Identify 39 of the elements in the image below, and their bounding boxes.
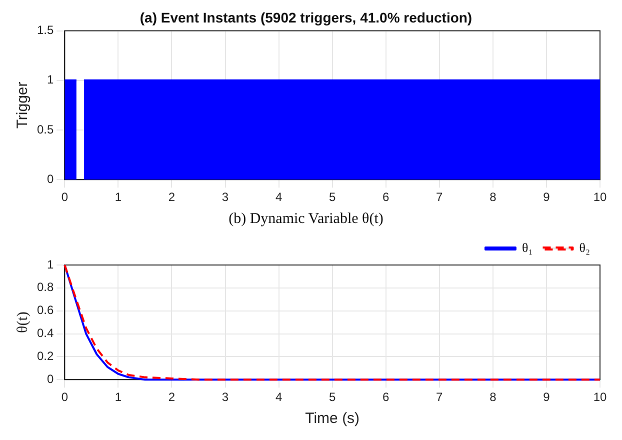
x-tick-label: 4 <box>275 190 282 204</box>
x-tick-label: 1 <box>114 190 122 204</box>
x-tick-label: 7 <box>436 190 444 204</box>
x-tick-label: 2 <box>168 390 176 404</box>
x-axis-title: Time (s) <box>305 410 360 428</box>
y-tick-label: 0.8 <box>36 280 54 294</box>
x-tick-label: 1 <box>114 390 122 404</box>
chart-title: (b) Dynamic Variable θ(t) <box>228 210 384 227</box>
y-axis-title: Trigger <box>14 82 32 129</box>
y-tick-label: 0.4 <box>36 326 54 340</box>
x-tick-label: 4 <box>275 390 282 404</box>
x-tick-label: 8 <box>490 190 497 204</box>
x-tick-label: 9 <box>543 190 550 204</box>
x-tick-label: 3 <box>222 390 229 404</box>
x-tick-label: 5 <box>328 390 336 404</box>
x-tick-label: 3 <box>222 190 229 204</box>
legend-label: θ₂ <box>579 240 590 255</box>
x-tick-label: 2 <box>168 190 176 204</box>
y-axis-title: θ(t) <box>14 312 31 333</box>
x-tick-label: 5 <box>328 190 336 204</box>
x-tick-label: 8 <box>490 390 497 404</box>
x-tick-label: 7 <box>436 390 444 404</box>
x-tick-label: 0 <box>61 390 68 404</box>
y-tick-label: 1 <box>46 72 54 87</box>
y-tick-label: 0 <box>46 372 54 386</box>
y-tick-label: 0.5 <box>36 122 54 136</box>
y-tick-label: 1.5 <box>36 23 54 38</box>
y-tick-label: 1 <box>46 257 54 272</box>
chart-title: (a) Event Instants (5902 triggers, 41.0% reduction) <box>140 9 472 26</box>
legend-label: θ₁ <box>522 240 533 255</box>
x-tick-label: 10 <box>593 190 607 204</box>
x-tick-label: 10 <box>593 390 607 404</box>
x-tick-label: 6 <box>382 390 390 404</box>
y-tick-label: 0.2 <box>36 348 54 363</box>
y-tick-label: 0.6 <box>36 303 54 318</box>
x-tick-label: 9 <box>543 390 550 404</box>
x-tick-label: 6 <box>382 190 390 204</box>
y-tick-label: 0 <box>46 172 54 186</box>
x-tick-label: 0 <box>61 190 68 204</box>
